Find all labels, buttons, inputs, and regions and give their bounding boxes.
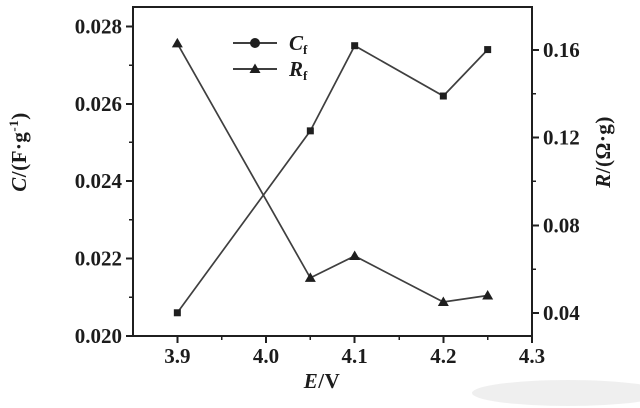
left-y-axis: 0.020 0.022 0.024 0.026 0.028 C/(F·g-1)	[6, 14, 133, 348]
x-tick-label: 4.1	[342, 344, 368, 368]
right-y-axis: 0.04 0.08 0.12 0.16 R/(Ω·g)	[532, 38, 615, 325]
right-tick-label: 0.12	[543, 126, 580, 150]
series-Rf	[171, 37, 494, 307]
plot-frame	[132, 6, 533, 337]
legend-item-Rf: Rf	[233, 57, 308, 83]
left-tick-label: 0.028	[75, 14, 122, 38]
left-tick-label: 0.022	[75, 247, 122, 271]
x-tick-label: 4.0	[253, 344, 279, 368]
right-tick-label: 0.08	[543, 213, 580, 237]
legend-label-Rf: Rf	[288, 57, 308, 83]
legend-label-Cf: Cf	[289, 31, 308, 57]
right-tick-label: 0.16	[543, 38, 580, 62]
right-axis-label: R/(Ω·g)	[591, 116, 615, 189]
series-Rf-line	[176, 42, 488, 303]
legend-item-Cf: Cf	[233, 31, 308, 57]
left-tick-label: 0.020	[75, 324, 122, 348]
left-axis-label: C/(F·g-1)	[6, 112, 31, 192]
x-axis: 3.9 4.0 4.1 4.2 4.3 E/V	[164, 336, 545, 393]
right-tick-label: 0.04	[543, 301, 580, 325]
x-tick-label: 4.3	[519, 344, 545, 368]
series-Cf	[173, 42, 492, 317]
left-tick-label: 0.024	[75, 169, 123, 193]
x-tick-label: 4.2	[430, 344, 456, 368]
scan-smudge	[472, 380, 640, 406]
x-tick-label: 3.9	[164, 344, 190, 368]
left-tick-label: 0.026	[75, 92, 122, 116]
series-Cf-line	[176, 44, 489, 314]
x-axis-label: E/V	[303, 369, 341, 393]
